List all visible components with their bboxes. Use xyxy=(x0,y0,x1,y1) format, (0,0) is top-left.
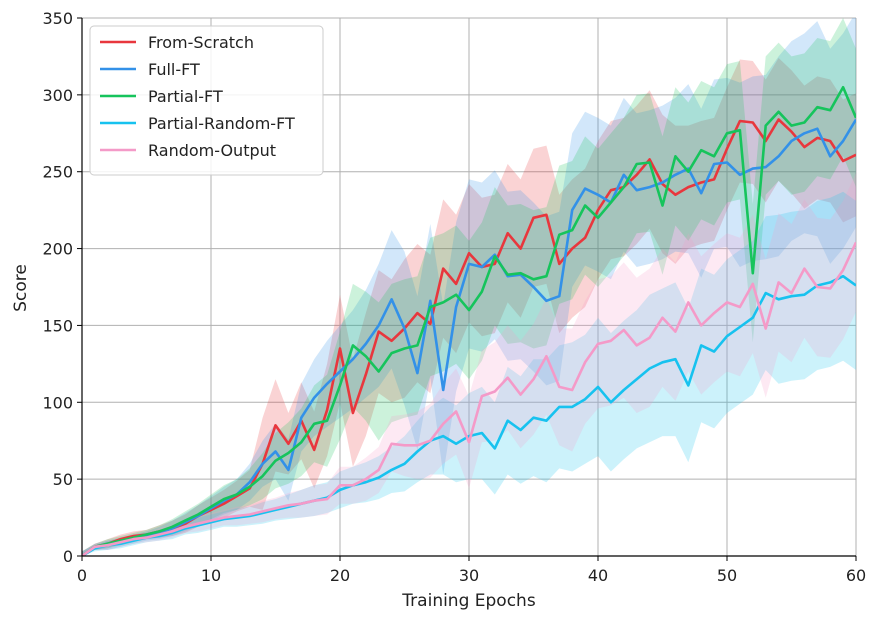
y-tick-label: 150 xyxy=(42,316,73,335)
x-axis-title: Training Epochs xyxy=(401,591,536,611)
band-partial-ft xyxy=(82,18,856,556)
legend-label: Full-FT xyxy=(148,60,200,79)
x-tick-label: 50 xyxy=(717,566,737,585)
legend-box xyxy=(89,25,324,176)
y-tick-label: 300 xyxy=(42,86,73,105)
series-line-random-output xyxy=(82,241,856,556)
y-tick-label: 0 xyxy=(63,547,73,566)
band-random-output xyxy=(82,173,856,556)
x-tick-label: 10 xyxy=(201,566,221,585)
x-tick-labels: 0 10 20 30 40 50 60 xyxy=(77,566,866,585)
y-tick-labels: 0 50 100 150 200 250 300 350 xyxy=(42,9,73,566)
legend-label: From-Scratch xyxy=(148,33,254,52)
y-tick-label: 350 xyxy=(42,9,73,28)
legend-label: Partial-Random-FT xyxy=(148,114,295,133)
x-tick-label: 40 xyxy=(588,566,608,585)
x-tick-label: 30 xyxy=(459,566,479,585)
series-lines xyxy=(82,85,856,556)
x-tick-label: 0 xyxy=(77,566,87,585)
series-line-partial-ft xyxy=(82,85,856,556)
y-tick-label: 100 xyxy=(42,393,73,412)
y-tick-label: 50 xyxy=(53,470,73,489)
y-tick-label: 200 xyxy=(42,240,73,259)
y-axis-title: Score xyxy=(11,264,31,312)
series-line-from-scratch xyxy=(82,118,856,556)
band-partial-random-ft xyxy=(82,191,856,556)
legend: From-Scratch Full-FT Partial-FT Partial-Ran… xyxy=(89,25,324,176)
band-full-ft xyxy=(82,18,856,556)
y-tick-label: 250 xyxy=(42,163,73,182)
series-line-partial-random-ft xyxy=(82,274,856,556)
legend-label: Random-Output xyxy=(148,141,276,160)
legend-label: Partial-FT xyxy=(148,87,223,106)
x-tick-label: 60 xyxy=(846,566,866,585)
axes xyxy=(77,17,857,561)
x-tick-label: 20 xyxy=(330,566,350,585)
